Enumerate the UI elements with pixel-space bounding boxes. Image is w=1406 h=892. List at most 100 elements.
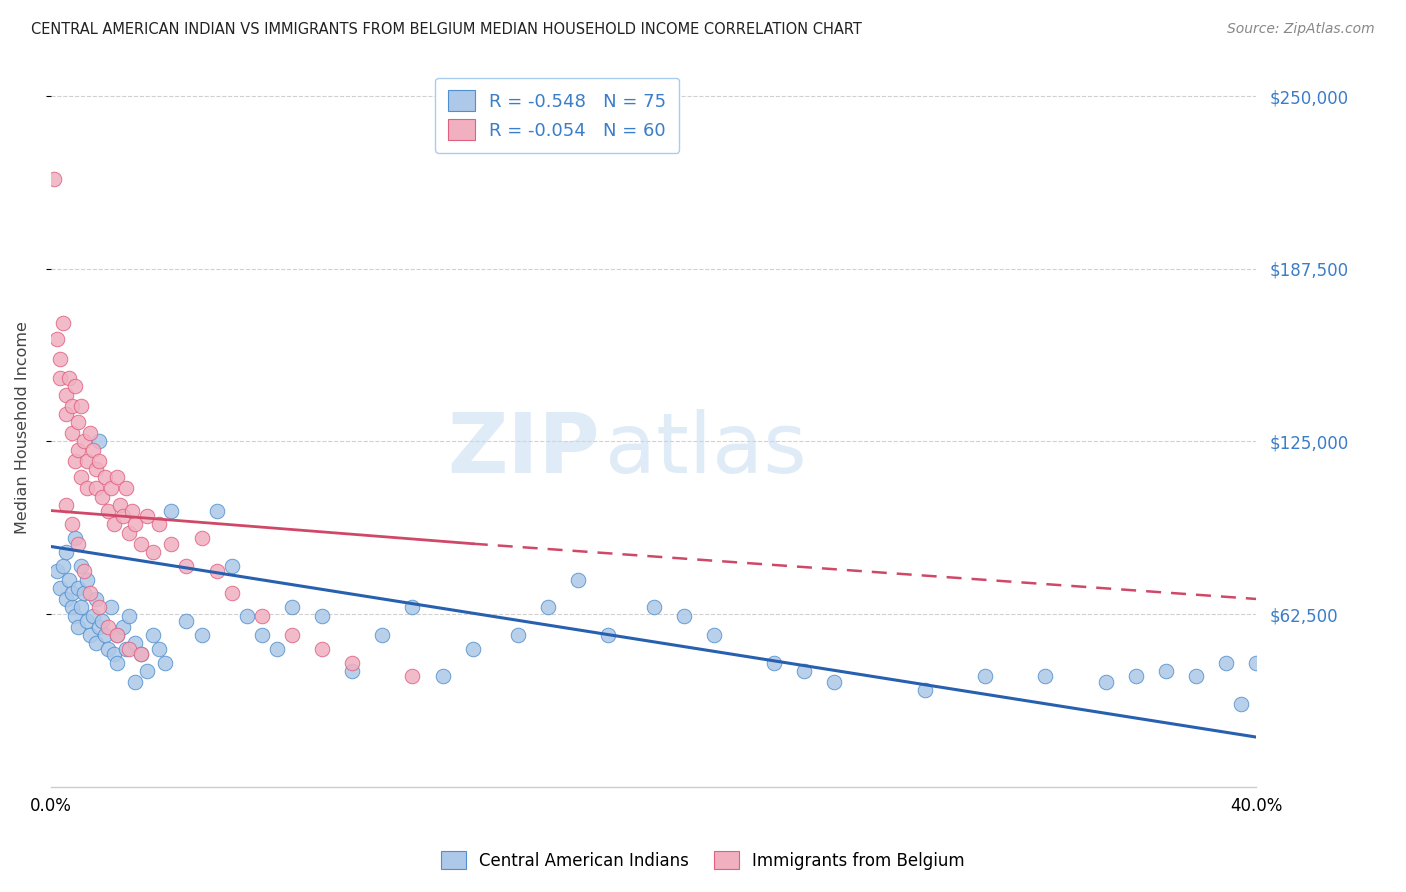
Point	[160, 537, 183, 551]
Point	[63, 531, 86, 545]
Point	[160, 503, 183, 517]
Point	[79, 586, 101, 600]
Point	[52, 558, 75, 573]
Point	[55, 407, 77, 421]
Point	[311, 608, 333, 623]
Point	[45, 565, 67, 579]
Point	[84, 462, 107, 476]
Point	[1094, 674, 1116, 689]
Point	[70, 558, 93, 573]
Point	[136, 509, 159, 524]
Point	[176, 614, 198, 628]
Point	[70, 399, 93, 413]
Point	[118, 641, 141, 656]
Text: CENTRAL AMERICAN INDIAN VS IMMIGRANTS FROM BELGIUM MEDIAN HOUSEHOLD INCOME CORRE: CENTRAL AMERICAN INDIAN VS IMMIGRANTS FR…	[31, 22, 862, 37]
Point	[371, 628, 394, 642]
Point	[42, 172, 65, 186]
Point	[66, 415, 89, 429]
Point	[124, 636, 146, 650]
Point	[55, 498, 77, 512]
Point	[55, 591, 77, 606]
Text: ZIP: ZIP	[447, 409, 599, 490]
Point	[401, 600, 423, 615]
Point	[115, 641, 138, 656]
Point	[281, 600, 304, 615]
Point	[537, 600, 560, 615]
Point	[1154, 664, 1177, 678]
Point	[1035, 669, 1057, 683]
Point	[148, 517, 170, 532]
Point	[66, 619, 89, 633]
Point	[108, 498, 131, 512]
Point	[1230, 697, 1253, 711]
Point	[205, 503, 228, 517]
Point	[91, 490, 114, 504]
Point	[63, 379, 86, 393]
Point	[342, 656, 364, 670]
Point	[461, 641, 484, 656]
Point	[112, 619, 135, 633]
Point	[250, 628, 273, 642]
Point	[129, 647, 152, 661]
Point	[97, 619, 120, 633]
Point	[105, 470, 128, 484]
Point	[100, 482, 122, 496]
Point	[66, 581, 89, 595]
Point	[763, 656, 786, 670]
Point	[103, 647, 125, 661]
Point	[914, 683, 936, 698]
Point	[60, 399, 83, 413]
Point	[342, 664, 364, 678]
Point	[121, 503, 143, 517]
Point	[91, 614, 114, 628]
Point	[793, 664, 815, 678]
Point	[97, 641, 120, 656]
Point	[1246, 656, 1268, 670]
Point	[103, 517, 125, 532]
Point	[60, 517, 83, 532]
Point	[136, 664, 159, 678]
Point	[45, 332, 67, 346]
Point	[129, 647, 152, 661]
Text: atlas: atlas	[606, 409, 807, 490]
Point	[70, 470, 93, 484]
Point	[105, 628, 128, 642]
Point	[250, 608, 273, 623]
Point	[79, 426, 101, 441]
Point	[235, 608, 257, 623]
Point	[672, 608, 695, 623]
Point	[49, 351, 72, 366]
Point	[82, 608, 104, 623]
Point	[598, 628, 620, 642]
Point	[97, 503, 120, 517]
Point	[129, 537, 152, 551]
Point	[176, 558, 198, 573]
Point	[506, 628, 529, 642]
Point	[118, 608, 141, 623]
Point	[1215, 656, 1237, 670]
Point	[76, 573, 98, 587]
Point	[66, 442, 89, 457]
Point	[49, 581, 72, 595]
Point	[87, 434, 110, 449]
Point	[155, 656, 177, 670]
Point	[66, 537, 89, 551]
Point	[266, 641, 288, 656]
Point	[281, 628, 304, 642]
Point	[567, 573, 589, 587]
Point	[148, 641, 170, 656]
Point	[311, 641, 333, 656]
Point	[118, 525, 141, 540]
Point	[94, 628, 117, 642]
Point	[124, 674, 146, 689]
Point	[974, 669, 997, 683]
Point	[142, 628, 165, 642]
Point	[60, 426, 83, 441]
Point	[1185, 669, 1208, 683]
Point	[1125, 669, 1147, 683]
Point	[70, 600, 93, 615]
Point	[55, 387, 77, 401]
Point	[432, 669, 454, 683]
Point	[73, 565, 96, 579]
Point	[703, 628, 725, 642]
